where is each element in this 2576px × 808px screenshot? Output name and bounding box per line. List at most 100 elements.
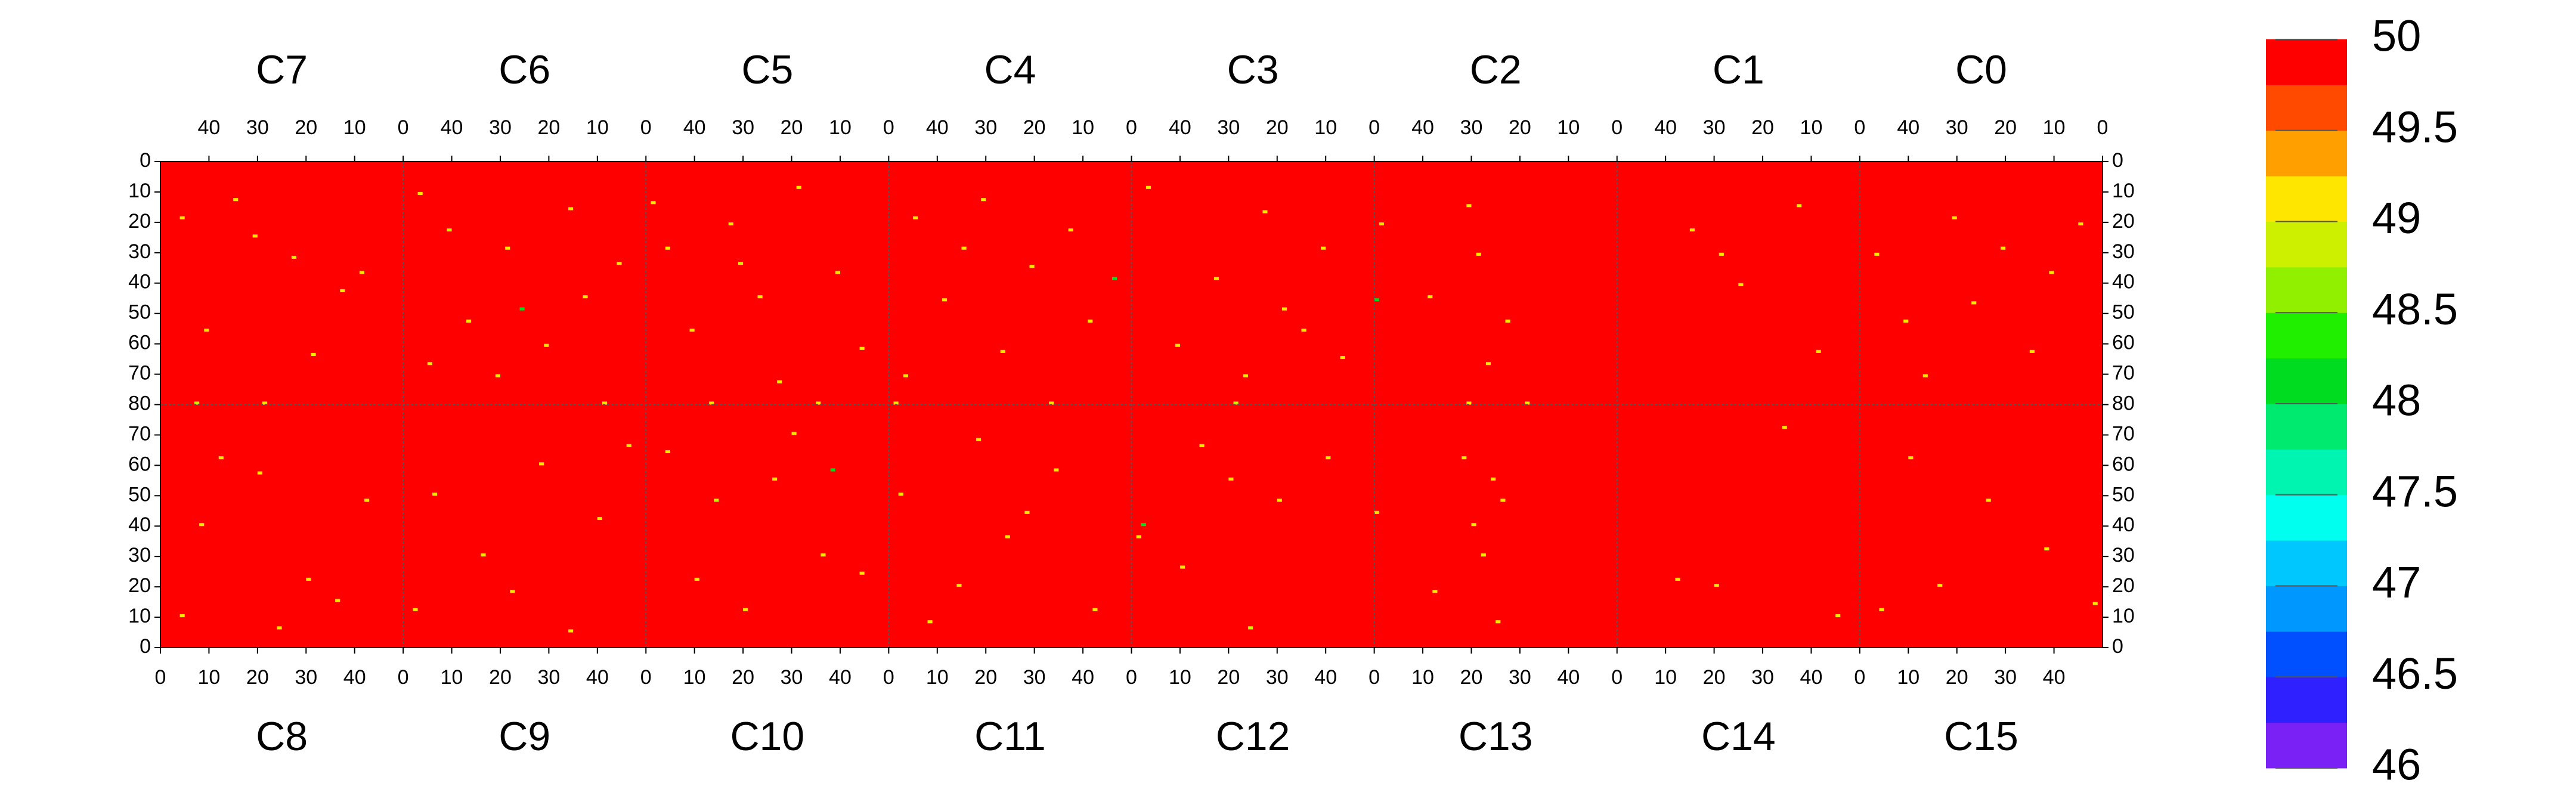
colorbar-band (2266, 404, 2347, 450)
x-tick-label: 10 (1654, 666, 1677, 689)
heatmap-cell (597, 516, 602, 521)
colorbar-band (2266, 722, 2347, 769)
x-tick-label: 30 (1460, 116, 1483, 139)
y-tick-label: 10 (128, 605, 151, 627)
colorbar-band (2266, 494, 2347, 541)
panel-label: C15 (1944, 714, 2018, 759)
heatmap-cell (714, 499, 719, 502)
heatmap-cell (1476, 252, 1481, 256)
x-tick-label: 10 (1897, 666, 1919, 689)
y-tick-label: 70 (128, 422, 151, 445)
x-tick-label: 30 (1703, 116, 1726, 139)
x-tick-label: 30 (1509, 666, 1531, 689)
x-tick-label: 0 (640, 116, 652, 139)
panel-label: C13 (1459, 714, 1533, 759)
heatmap-cell (956, 584, 962, 587)
heatmap-cell (447, 228, 452, 232)
y-tick-label: 20 (128, 210, 151, 233)
heatmap-cell (1903, 319, 1909, 323)
colorbar-tick-label: 48 (2372, 376, 2421, 425)
heatmap-cell (583, 295, 588, 299)
panel-label: C1 (1713, 47, 1764, 92)
x-tick-label: 20 (974, 666, 997, 689)
heatmap-cell (364, 499, 370, 502)
panel-label: C8 (256, 714, 308, 759)
colorbar-band (2266, 358, 2347, 404)
y-tick-label: 70 (2112, 422, 2135, 445)
heatmap-cell (1379, 222, 1384, 225)
heatmap-cell (2078, 222, 2083, 225)
x-tick-label: 30 (1023, 666, 1046, 689)
heatmap-cell (791, 432, 797, 435)
x-tick-label: 40 (1557, 666, 1580, 689)
heatmap-cell (903, 374, 908, 377)
x-tick-label: 10 (683, 666, 706, 689)
panel-label: C9 (499, 714, 550, 759)
heatmap-cell (1714, 584, 1719, 587)
heatmap-cell (665, 450, 670, 453)
y-tick-label: 20 (2112, 210, 2135, 233)
x-tick-label: 0 (640, 666, 652, 689)
x-tick-label: 30 (1751, 666, 1774, 689)
heatmap-cell (1054, 468, 1059, 472)
heatmap-cell (257, 471, 262, 475)
panel-label: C5 (741, 47, 793, 92)
heatmap-cell (728, 222, 733, 225)
heatmap-cell (1782, 426, 1787, 429)
heatmap-cell (821, 553, 826, 557)
heatmap-cell (743, 608, 748, 611)
heatmap-cell (1432, 590, 1438, 593)
x-tick-label: 10 (586, 116, 609, 139)
heatmap-cell (199, 523, 205, 527)
heatmap-cell (311, 352, 316, 356)
y-tick-label: 60 (2112, 453, 2135, 475)
y-tick-label: 60 (128, 332, 151, 354)
y-tick-label: 30 (2112, 240, 2135, 263)
heatmap-cell (976, 438, 982, 441)
x-tick-label: 40 (1072, 666, 1094, 689)
x-tick-label: 10 (1557, 116, 1580, 139)
colorbar-tick-label: 49.5 (2372, 102, 2458, 151)
heatmap-cell (413, 608, 418, 611)
heatmap-cell (1247, 626, 1253, 630)
x-tick-label: 20 (732, 666, 754, 689)
heatmap-cell (1738, 283, 1744, 286)
x-tick-label: 10 (926, 666, 949, 689)
heatmap-cell (665, 246, 670, 250)
y-tick-label: 80 (128, 392, 151, 414)
x-tick-label: 40 (441, 116, 463, 139)
heatmap-cell (777, 380, 782, 383)
heatmap-cell (1340, 356, 1345, 360)
x-tick-label: 40 (198, 116, 221, 139)
heatmap-cell (544, 343, 549, 347)
heatmap-cell (709, 401, 714, 405)
heatmap-cell (1937, 584, 1943, 587)
heatmap-cell (1879, 608, 1884, 611)
x-tick-label: 10 (1072, 116, 1094, 139)
x-tick-label: 40 (1169, 116, 1191, 139)
heatmap-cell (481, 553, 486, 557)
heatmap-cell (233, 198, 239, 202)
panel-label: C6 (499, 47, 550, 92)
colorbar-tick-label: 46.5 (2372, 649, 2458, 698)
panel-label: C3 (1227, 47, 1279, 92)
y-tick-label: 50 (2112, 301, 2135, 324)
heatmap-cell (1491, 477, 1496, 481)
y-tick-label: 40 (2112, 513, 2135, 536)
x-tick-label: 30 (781, 666, 803, 689)
x-tick-label: 40 (829, 666, 852, 689)
heatmap-cell (2044, 547, 2049, 550)
heatmap-cell (1816, 349, 1821, 353)
y-tick-label: 40 (128, 271, 151, 293)
heatmap-cell (1689, 228, 1695, 232)
x-tick-label: 30 (974, 116, 997, 139)
heatmap-cell (277, 626, 282, 630)
heatmap-cell (1005, 535, 1010, 538)
heatmap-cell (1466, 204, 1472, 208)
colorbar-band (2266, 267, 2347, 313)
x-tick-label: 20 (489, 666, 512, 689)
x-tick-label: 40 (1800, 666, 1823, 689)
heatmap-cell (1374, 510, 1379, 514)
colorbar-band (2266, 85, 2347, 131)
